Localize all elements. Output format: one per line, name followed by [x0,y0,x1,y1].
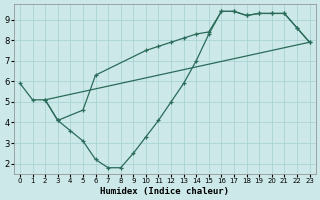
X-axis label: Humidex (Indice chaleur): Humidex (Indice chaleur) [100,187,229,196]
